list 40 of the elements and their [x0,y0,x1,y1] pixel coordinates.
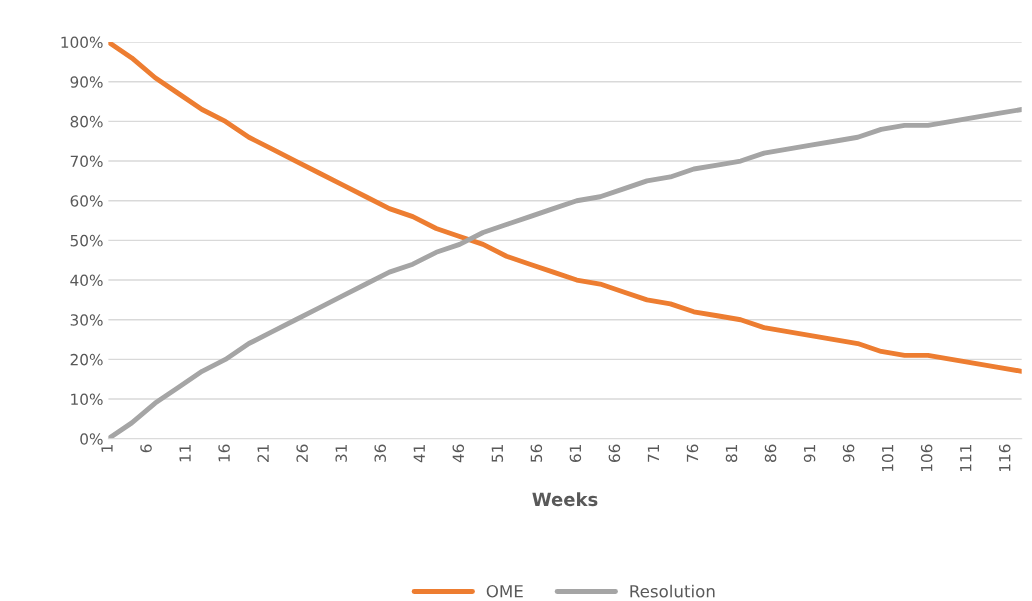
y-tick-label: 70% [70,155,103,168]
y-tick-label: 90% [70,76,103,88]
x-tick-label: 41 [413,445,425,463]
y-tick-label: 60% [70,195,103,207]
x-tick-label: 101 [881,445,894,472]
y-tick-label: 10% [71,393,103,406]
x-tick-label: 106 [920,444,933,472]
x-tick-label: 21 [257,445,269,462]
line-series [108,42,1022,374]
x-tick-label: 76 [686,444,699,462]
x-tick-label: 26 [296,444,308,462]
x-tick-label: 96 [842,444,855,463]
x-tick-label: 56 [530,444,543,462]
x-tick-label: 6 [140,444,152,453]
x-tick-label: 91 [803,445,816,463]
x-tick-label: 116 [998,444,1011,472]
x-tick-label: 71 [647,445,660,462]
x-tick-label: 66 [608,444,621,462]
x-tick-label: 86 [764,444,777,462]
x-tick-label: 61 [569,445,582,462]
legend-label: Resolution [630,584,715,598]
y-tick-label: 40% [70,274,103,287]
x-tick-label: 1 [101,445,113,452]
y-tick-label: 50% [70,234,103,247]
x-tick-label: 51 [491,445,504,462]
x-tick-label: 81 [725,445,738,462]
legend-label: OME [486,584,523,598]
x-tick-label: 16 [218,444,230,462]
x-tick-label: 111 [960,445,972,472]
y-tick-label: 30% [70,314,103,326]
y-tick-label: 20% [70,353,103,366]
x-tick-label: 31 [335,445,347,462]
x-tick-label: 46 [452,444,465,463]
y-tick-label: 0% [80,433,103,445]
x-axis-title: Weeks [532,492,598,507]
x-tick-label: 36 [374,444,387,462]
y-tick-label: 80% [70,115,103,128]
y-tick-label: 100% [61,36,103,49]
x-tick-label: 11 [179,445,191,462]
line-series [108,107,1022,439]
